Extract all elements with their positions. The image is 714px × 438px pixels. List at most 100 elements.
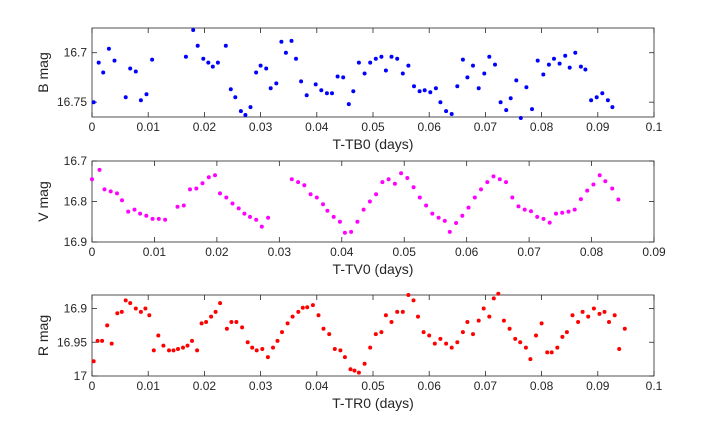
v-panel-xtick-label: 0.07 xyxy=(517,245,541,259)
b-panel-data-point xyxy=(112,58,117,63)
v-panel-data-point xyxy=(399,171,404,176)
b-panel-data-point xyxy=(346,102,351,107)
r-panel-data-point xyxy=(342,355,347,360)
b-panel-data-point xyxy=(289,38,294,43)
v-panel-data-point xyxy=(150,216,155,221)
r-panel-data-point xyxy=(455,340,460,345)
b-panel-data-point xyxy=(150,57,155,62)
r-panel-data-point xyxy=(199,321,204,326)
v-panel-data-point xyxy=(194,186,199,191)
r-panel-data-point xyxy=(373,332,378,337)
r-panel-data-point xyxy=(195,348,200,353)
r-panel-data-point xyxy=(100,338,105,343)
b-panel-data-point xyxy=(406,63,411,68)
v-panel-data-point xyxy=(479,187,483,192)
v-panel-xtick-label: 0.09 xyxy=(642,245,666,259)
v-panel-data-point xyxy=(254,217,259,222)
b-panel-data-point xyxy=(400,71,405,76)
v-panel-data-point xyxy=(289,177,294,182)
r-panel-data-point xyxy=(254,348,259,353)
r-panel-ytick-label: 16.9 xyxy=(64,302,88,316)
r-panel-data-point xyxy=(147,313,152,318)
b-panel-data-point xyxy=(96,60,101,65)
b-panel-data-point xyxy=(557,61,562,66)
r-panel-xtick-label: 0.03 xyxy=(249,379,273,393)
b-panel-data-point xyxy=(518,116,523,120)
r-panel-data-point xyxy=(580,309,585,314)
r-panel-data-point xyxy=(421,330,426,335)
b-panel-xtick-label: 0.04 xyxy=(305,120,329,134)
b-panel-data-point xyxy=(498,100,503,105)
r-panel-data-point xyxy=(460,330,465,335)
b-panel-data-point xyxy=(362,71,367,76)
v-panel-data-point xyxy=(535,214,540,219)
v-panel-data-point xyxy=(374,192,379,197)
b-panel-data-point xyxy=(567,65,572,70)
v-panel-ytick-label: 16.7 xyxy=(64,154,88,168)
r-panel-data-point xyxy=(316,313,321,318)
v-panel-data-point xyxy=(200,181,205,186)
v-panel-data-point xyxy=(144,213,149,218)
v-panel-data-point xyxy=(181,203,186,208)
v-panel-data-point xyxy=(572,207,577,212)
b-panel-data-point xyxy=(319,88,324,93)
v-panel-data-point xyxy=(616,197,621,202)
v-panel-ytick-label: 16.8 xyxy=(64,195,88,209)
b-panel-data-point xyxy=(215,60,220,65)
v-panel-data-point xyxy=(213,173,217,178)
r-panel-data-point xyxy=(549,350,554,355)
v-panel-data-point xyxy=(218,191,222,196)
b-panel-data-point xyxy=(128,66,133,71)
r-panel-data-point xyxy=(476,318,481,323)
v-panel-xtick-label: 0.01 xyxy=(143,245,167,259)
r-panel-data-point xyxy=(305,305,310,310)
b-panel-ytick-label: 16.7 xyxy=(64,46,88,60)
v-panel-data-point xyxy=(296,180,301,185)
v-panel-data-point xyxy=(188,187,192,192)
r-panel-data-point xyxy=(352,368,357,373)
v-panel-xtick-label: 0 xyxy=(89,245,96,259)
v-panel-data-point xyxy=(405,176,410,180)
r-panel-data-point xyxy=(449,345,454,350)
b-panel-data-point xyxy=(610,105,615,110)
r-panel-data-point xyxy=(491,296,496,301)
b-panel-data-point xyxy=(444,109,449,114)
v-panel-data-point xyxy=(97,167,102,172)
b-panel-data-point xyxy=(324,91,329,96)
r-panel-data-point xyxy=(597,311,602,316)
b-panel-data-point xyxy=(223,43,228,48)
v-panel-data-point xyxy=(522,207,527,212)
r-panel-data-point xyxy=(395,309,400,314)
r-panel-data-point xyxy=(321,326,326,331)
b-panel-data-point xyxy=(191,28,196,32)
v-panel-data-point xyxy=(248,214,252,219)
r-panel-data-point xyxy=(444,341,449,346)
v-panel-data-point xyxy=(308,192,313,197)
r-panel-data-point xyxy=(285,321,290,326)
r-panel-data-point xyxy=(356,370,361,375)
b-panel-data-point xyxy=(238,109,243,114)
b-panel-data-point xyxy=(195,43,200,48)
r-panel-data-point xyxy=(105,323,110,328)
b-panel-data-point xyxy=(283,50,288,55)
r-panel-data-point xyxy=(617,347,622,351)
r-panel-ylabel: R mag xyxy=(35,315,51,356)
r-panel-data-point xyxy=(481,306,486,311)
b-panel-data-point xyxy=(274,81,279,86)
b-panel-data-point xyxy=(395,56,400,61)
r-panel-data-point xyxy=(204,320,209,324)
r-panel-data-point xyxy=(383,313,388,318)
v-panel-xlabel: T-TV0 (days) xyxy=(333,261,414,277)
v-panel-data-point xyxy=(90,177,94,182)
v-panel-data-point xyxy=(529,209,533,214)
r-panel-data-point xyxy=(218,301,223,306)
v-panel-data-point xyxy=(591,182,596,187)
b-panel-data-point xyxy=(123,95,128,100)
v-panel-data-point xyxy=(230,201,235,206)
r-panel-data-point xyxy=(564,330,569,335)
v-panel-data-point xyxy=(466,205,471,210)
b-panel-data-point xyxy=(294,56,298,61)
v-panel-xtick-label: 0.03 xyxy=(268,245,292,259)
b-panel-xtick-label: 0.1 xyxy=(646,120,663,134)
r-panel-data-point xyxy=(250,345,255,350)
